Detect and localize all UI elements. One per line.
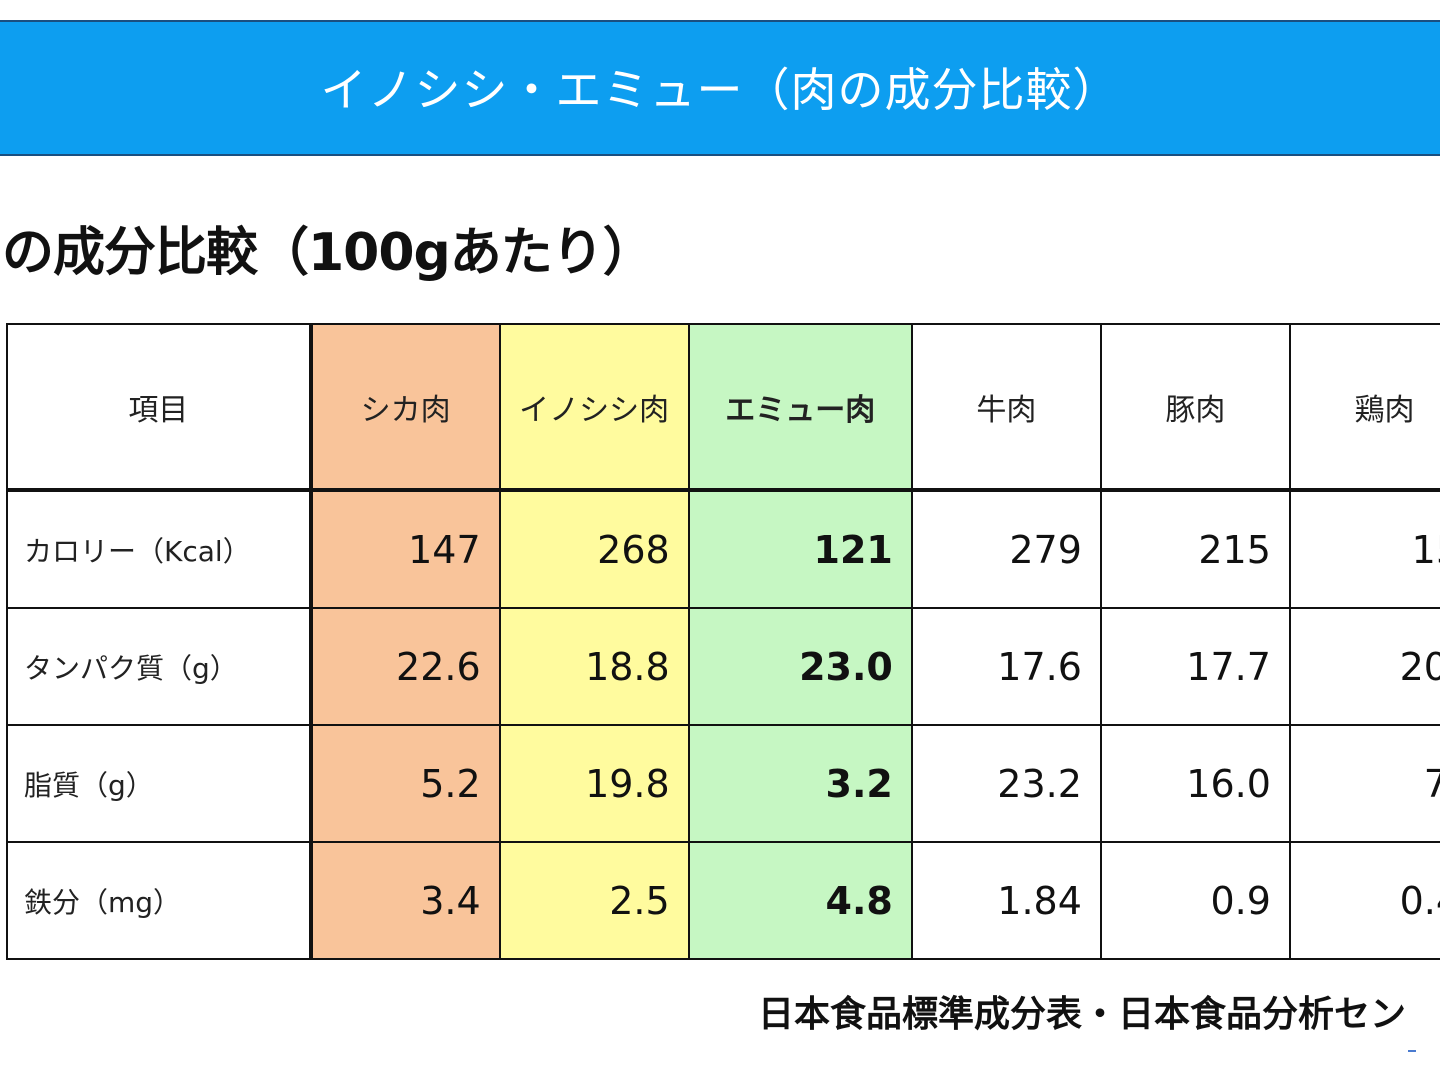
cell-inoshishi: 2.5 [498,841,690,960]
table-row: タンパク質（g） 22.6 18.8 23.0 17.6 17.7 20. [6,607,1440,726]
cell-pork: 0.9 [1099,841,1291,960]
row-label: タンパク質（g） [6,607,312,726]
cell-inoshishi: 268 [498,489,690,609]
cell-emu: 121 [687,489,913,609]
cell-pork: 215 [1099,489,1291,609]
banner-title: イノシシ・エミュー（肉の成分比較） [320,63,1120,117]
table-row: カロリー（Kcal） 147 268 121 279 215 15 [6,489,1440,609]
cell-chicken: 7. [1288,724,1440,843]
nutrition-comparison-table: 項目 シカ肉 イノシシ肉 エミュー肉 牛肉 豚肉 鶏肉 カロリー（Kcal） 1… [6,323,1440,960]
cell-pork: 17.7 [1099,607,1291,726]
header-inoshishi: イノシシ肉 [498,323,690,492]
cell-pork: 16.0 [1099,724,1291,843]
cell-chicken: 0.4 [1288,841,1440,960]
cell-shika: 22.6 [308,607,501,726]
table-header-row: 項目 シカ肉 イノシシ肉 エミュー肉 牛肉 豚肉 鶏肉 [6,323,1440,492]
cell-beef: 17.6 [910,607,1102,726]
header-beef: 牛肉 [910,323,1102,492]
cell-shika: 3.4 [308,841,501,960]
row-label: 脂質（g） [6,724,312,843]
cell-beef: 1.84 [910,841,1102,960]
corner-mark [1408,1050,1416,1052]
cell-beef: 23.2 [910,724,1102,843]
cell-beef: 279 [910,489,1102,609]
cell-shika: 5.2 [308,724,501,843]
title-banner: イノシシ・エミュー（肉の成分比較） [0,20,1440,156]
cell-chicken: 15 [1288,489,1440,609]
cell-chicken: 20. [1288,607,1440,726]
cell-shika: 147 [308,489,501,609]
cell-inoshishi: 18.8 [498,607,690,726]
header-emu: エミュー肉 [687,323,913,492]
header-chicken: 鶏肉 [1288,323,1440,492]
comparison-table-wrapper: 項目 シカ肉 イノシシ肉 エミュー肉 牛肉 豚肉 鶏肉 カロリー（Kcal） 1… [0,323,1440,963]
cell-emu: 3.2 [687,724,913,843]
header-item: 項目 [6,323,312,492]
header-shika: シカ肉 [308,323,501,492]
table-row: 鉄分（mg） 3.4 2.5 4.8 1.84 0.9 0.4 [6,841,1440,960]
cell-emu: 4.8 [687,841,913,960]
header-pork: 豚肉 [1099,323,1291,492]
row-label: 鉄分（mg） [6,841,312,960]
source-note: 日本食品標準成分表・日本食品分析セン [758,994,1407,1035]
page-subtitle: の成分比較（100gあたり） [2,223,655,283]
table-row: 脂質（g） 5.2 19.8 3.2 23.2 16.0 7. [6,724,1440,843]
cell-inoshishi: 19.8 [498,724,690,843]
cell-emu: 23.0 [687,607,913,726]
row-label: カロリー（Kcal） [6,489,312,609]
